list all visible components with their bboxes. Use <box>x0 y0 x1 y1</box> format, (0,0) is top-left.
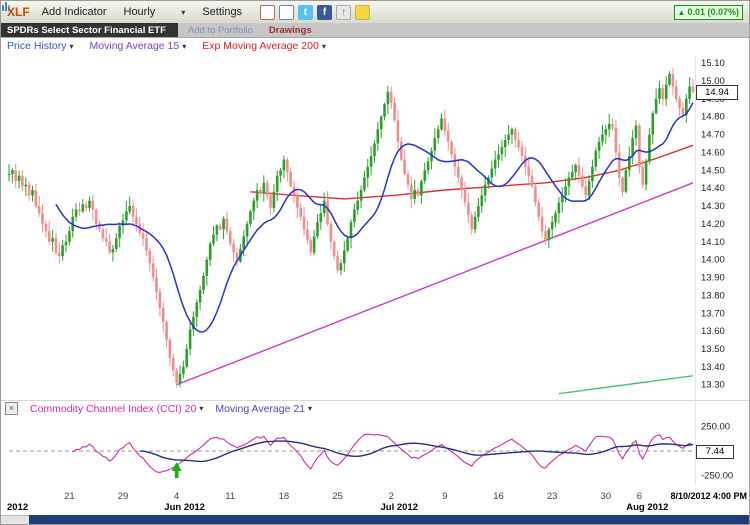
cci-value-tag: 7.44 <box>696 445 734 459</box>
x-tick-label: 2 <box>389 491 394 502</box>
price-tick-label: 13.80 <box>701 290 725 301</box>
price-tick-label: 14.40 <box>701 183 725 194</box>
cci-line <box>72 433 694 474</box>
top-toolbar: XLF Add Indicator Hourly ▾ Settings t f … <box>1 1 749 24</box>
settings-button[interactable]: Settings <box>202 6 243 18</box>
x-month-label: Jul 2012 <box>380 502 418 513</box>
price-tick-label: 14.20 <box>701 219 725 230</box>
cci-ma-label: Moving Average 21 <box>215 402 306 415</box>
time-scrollbar[interactable] <box>29 515 749 524</box>
price-tick-label: 15.00 <box>701 76 725 87</box>
ma15-line <box>55 102 694 333</box>
note-icon[interactable] <box>355 4 371 20</box>
ema200-label: Exp Moving Average 200 <box>202 40 319 52</box>
x-tick-label: 4 <box>174 491 179 502</box>
columns-icon[interactable] <box>2 2 295 20</box>
cci-tick-label: 250.00 <box>701 422 730 433</box>
price-tick-label: 15.10 <box>701 58 725 69</box>
close-indicator-button[interactable]: × <box>5 402 18 415</box>
cci-tick-label: -250.00 <box>701 470 733 481</box>
price-tick-label: 14.10 <box>701 237 725 248</box>
ma15-label: Moving Average 15 <box>89 40 180 52</box>
add-to-portfolio-link[interactable]: Add to Portfolio <box>187 24 253 36</box>
share-icon[interactable]: ↑ <box>336 4 352 20</box>
ema200-dropdown[interactable]: Exp Moving Average 200 ▾ <box>202 40 326 52</box>
x-tick-label: 30 <box>601 491 612 502</box>
cci-ma-dropdown[interactable]: Moving Average 21 ▾ <box>215 403 312 415</box>
x-tick-label: 25 <box>332 491 343 502</box>
price-tick-label: 13.50 <box>701 344 725 355</box>
instrument-bar: SPDRs Select Sector Financial ETF Add to… <box>1 23 749 38</box>
price-tick-label: 14.60 <box>701 147 725 158</box>
candlestick-series <box>7 68 695 388</box>
cci-ma-line <box>139 440 694 463</box>
change-value: 0.01 (0.07%) <box>687 7 739 17</box>
price-tick-label: 13.40 <box>701 362 725 373</box>
last-update-timestamp: 8/10/2012 4:00 PM <box>670 491 747 501</box>
cci-panel-header: × Commodity Channel Index (CCI) 20 ▾ Mov… <box>5 402 312 415</box>
period-value: Hourly <box>123 6 156 18</box>
last-price-tag: 14.94 <box>696 85 738 100</box>
columns-icon-glyph <box>2 2 10 11</box>
price-tick-label: 14.00 <box>701 255 725 266</box>
x-tick-label: 29 <box>118 491 129 502</box>
price-history-label: Price History <box>7 40 67 52</box>
price-tick-label: 13.60 <box>701 326 725 337</box>
x-month-label: Jun 2012 <box>164 502 205 513</box>
x-tick-label: 9 <box>442 491 447 502</box>
price-tick-label: 14.50 <box>701 165 725 176</box>
symbol-label[interactable]: XLF <box>7 5 30 19</box>
price-tick-label: 14.30 <box>701 201 725 212</box>
chevron-down-icon: ▾ <box>199 404 204 413</box>
price-tick-label: 13.30 <box>701 380 725 391</box>
x-tick-label: 23 <box>547 491 558 502</box>
instrument-name: SPDRs Select Sector Financial ETF <box>1 23 178 37</box>
up-arrow-icon: ▲ <box>677 7 686 17</box>
chevron-down-icon: ▾ <box>69 41 74 51</box>
scrollbar-stub <box>1 515 29 524</box>
x-tick-label: 16 <box>493 491 504 502</box>
trendline-support <box>176 182 694 386</box>
x-tick-label: 11 <box>225 491 235 502</box>
drawings-link[interactable]: Drawings <box>268 24 312 36</box>
change-badge: ▲ 0.01 (0.07%) <box>673 4 743 20</box>
ma15-dropdown[interactable]: Moving Average 15 ▾ <box>90 40 187 52</box>
period-dropdown[interactable]: Hourly ▾ <box>119 5 191 19</box>
x-tick-label: 18 <box>279 491 290 502</box>
price-tick-label: 14.70 <box>701 130 725 141</box>
twitter-icon[interactable]: t <box>298 4 314 20</box>
chevron-down-icon: ▾ <box>321 41 326 51</box>
x-tick-label: 6 <box>637 491 642 502</box>
chevron-down-icon: ▾ <box>181 7 186 17</box>
cci-label: Commodity Channel Index (CCI) 20 <box>30 402 197 415</box>
trendline-lower <box>558 375 694 395</box>
add-indicator-button[interactable]: Add Indicator <box>41 6 107 18</box>
cci-dropdown[interactable]: Commodity Channel Index (CCI) 20 ▾ <box>30 403 203 415</box>
x-tick-label: 21 <box>64 491 75 502</box>
main-chart-legend: Price History ▾ Moving Average 15 ▾ Exp … <box>7 40 326 52</box>
toolbar-icons: t f ↑ <box>2 2 371 20</box>
facebook-icon[interactable]: f <box>317 4 333 20</box>
chevron-down-icon: ▾ <box>182 41 187 51</box>
buy-arrow-stem <box>174 471 179 478</box>
buy-arrow-annotation <box>171 462 182 471</box>
price-tick-label: 14.80 <box>701 112 725 123</box>
chart-icon[interactable] <box>2 3 276 20</box>
price-tick-label: 13.90 <box>701 273 725 284</box>
price-history-dropdown[interactable]: Price History ▾ <box>7 40 74 52</box>
price-tick-label: 13.70 <box>701 308 725 319</box>
x-month-label: Aug 2012 <box>626 502 668 513</box>
chevron-down-icon: ▾ <box>308 404 313 413</box>
x-year-label: 2012 <box>7 502 28 513</box>
